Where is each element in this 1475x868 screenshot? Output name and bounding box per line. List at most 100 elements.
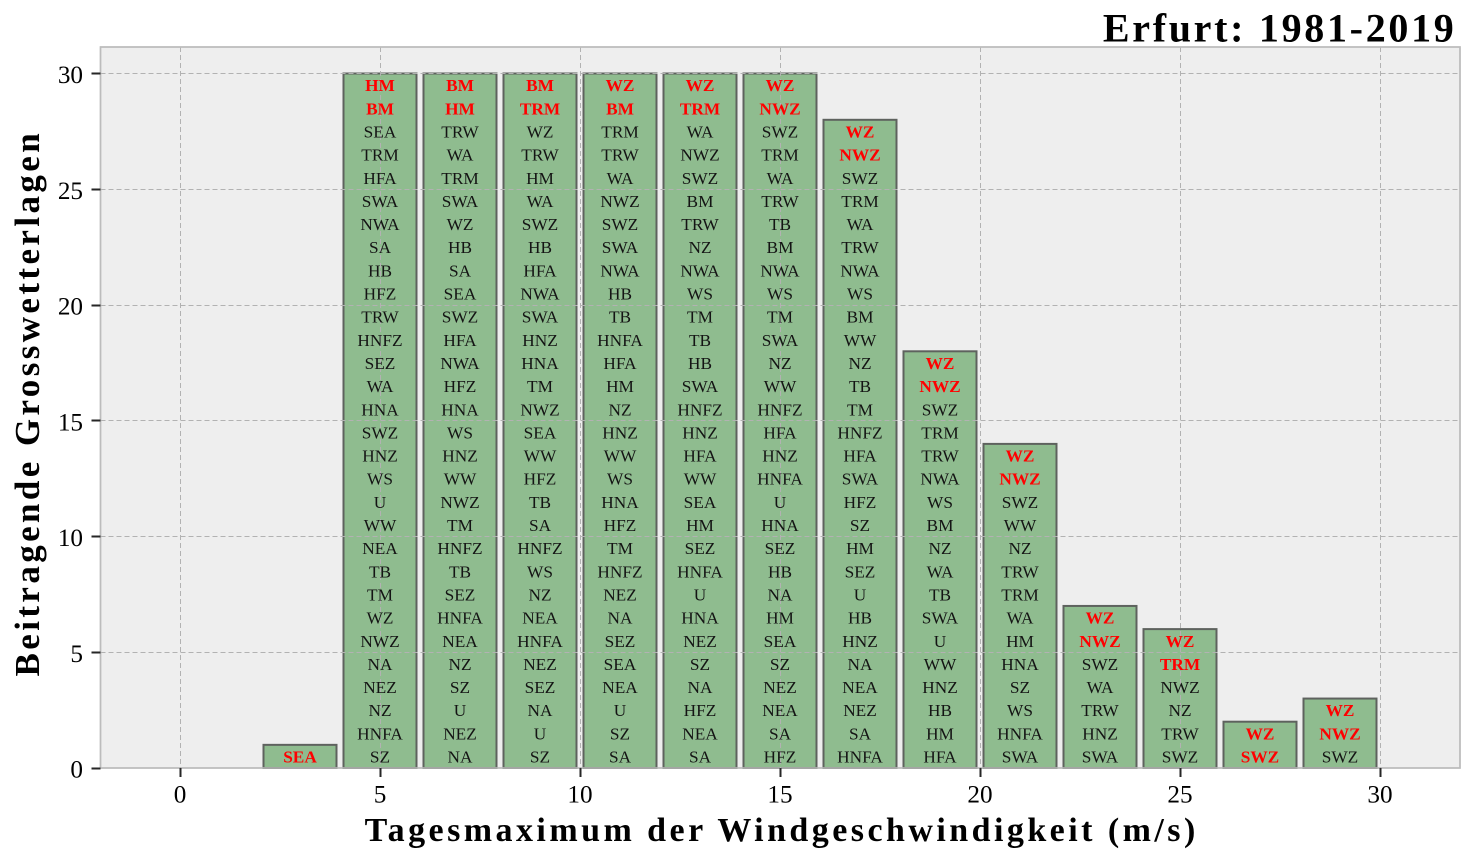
svg-text:WS: WS: [687, 285, 713, 304]
svg-text:HM: HM: [526, 169, 554, 188]
svg-text:TM: TM: [447, 516, 473, 535]
svg-text:NZ: NZ: [1168, 701, 1191, 720]
svg-text:HFA: HFA: [363, 169, 397, 188]
svg-text:HB: HB: [928, 701, 952, 720]
svg-text:NWA: NWA: [680, 261, 720, 280]
svg-text:TRW: TRW: [441, 122, 479, 141]
svg-text:NEZ: NEZ: [603, 585, 637, 604]
svg-text:HNFZ: HNFZ: [437, 539, 482, 558]
svg-text:SEZ: SEZ: [445, 585, 476, 604]
svg-text:SWZ: SWZ: [762, 122, 798, 141]
svg-text:SZ: SZ: [690, 655, 710, 674]
svg-text:NWZ: NWZ: [360, 632, 399, 651]
svg-text:NZ: NZ: [848, 354, 871, 373]
svg-text:SWZ: SWZ: [1241, 748, 1279, 767]
svg-text:SWZ: SWZ: [442, 308, 478, 327]
svg-text:HFZ: HFZ: [684, 701, 717, 720]
svg-text:TB: TB: [689, 331, 711, 350]
svg-text:SWZ: SWZ: [1002, 493, 1038, 512]
svg-text:10: 10: [567, 782, 592, 809]
svg-text:HB: HB: [768, 562, 792, 581]
svg-text:WZ: WZ: [606, 76, 635, 95]
svg-text:HNFA: HNFA: [517, 632, 563, 651]
svg-text:SEZ: SEZ: [685, 539, 716, 558]
svg-text:NZ: NZ: [448, 655, 471, 674]
svg-text:BM: BM: [446, 76, 474, 95]
svg-text:SA: SA: [529, 516, 552, 535]
svg-text:WS: WS: [927, 493, 953, 512]
svg-text:NWA: NWA: [440, 354, 480, 373]
svg-text:HFA: HFA: [843, 447, 877, 466]
svg-text:SEA: SEA: [684, 493, 717, 512]
svg-text:HB: HB: [448, 238, 472, 257]
svg-text:HFZ: HFZ: [844, 493, 877, 512]
svg-text:WZ: WZ: [1326, 701, 1355, 720]
svg-text:NWA: NWA: [520, 285, 560, 304]
svg-text:WA: WA: [1007, 609, 1034, 628]
svg-text:WZ: WZ: [447, 215, 474, 234]
svg-text:SEA: SEA: [444, 285, 477, 304]
svg-text:WA: WA: [447, 146, 474, 165]
svg-text:HM: HM: [686, 516, 714, 535]
svg-text:WZ: WZ: [926, 354, 955, 373]
svg-text:SZ: SZ: [1010, 678, 1030, 697]
svg-text:TRM: TRM: [841, 192, 878, 211]
svg-text:WA: WA: [527, 192, 554, 211]
svg-text:WA: WA: [607, 169, 634, 188]
svg-text:WZ: WZ: [367, 609, 394, 628]
svg-text:HM: HM: [766, 609, 794, 628]
svg-text:HNZ: HNZ: [602, 423, 638, 442]
svg-text:HNZ: HNZ: [842, 632, 878, 651]
svg-text:WS: WS: [447, 423, 473, 442]
svg-text:NWA: NWA: [360, 215, 400, 234]
svg-text:TM: TM: [527, 377, 553, 396]
svg-text:TRM: TRM: [761, 146, 798, 165]
svg-text:NEA: NEA: [522, 609, 558, 628]
svg-text:TRM: TRM: [441, 169, 478, 188]
svg-text:TRW: TRW: [1081, 701, 1119, 720]
svg-text:NZ: NZ: [688, 238, 711, 257]
svg-text:SWA: SWA: [522, 308, 559, 327]
svg-text:TRW: TRW: [361, 308, 399, 327]
svg-text:HNFZ: HNFZ: [597, 562, 642, 581]
svg-text:SWA: SWA: [762, 331, 799, 350]
svg-text:HM: HM: [365, 76, 395, 95]
svg-text:NWZ: NWZ: [839, 146, 880, 165]
svg-text:HNFZ: HNFZ: [837, 423, 882, 442]
svg-text:HNZ: HNZ: [442, 447, 478, 466]
svg-text:HFZ: HFZ: [764, 748, 797, 767]
svg-text:Tagesmaximum der Windgeschwind: Tagesmaximum der Windgeschwindigkeit (m/…: [365, 812, 1199, 849]
svg-text:NZ: NZ: [528, 585, 551, 604]
svg-text:HNZ: HNZ: [682, 423, 718, 442]
svg-text:NEZ: NEZ: [683, 632, 717, 651]
svg-text:TB: TB: [849, 377, 871, 396]
svg-text:TB: TB: [529, 493, 551, 512]
svg-text:U: U: [854, 585, 867, 604]
svg-text:TRM: TRM: [601, 122, 638, 141]
svg-text:SA: SA: [609, 748, 632, 767]
svg-text:HNFA: HNFA: [597, 331, 643, 350]
svg-text:SA: SA: [689, 748, 712, 767]
svg-text:SEA: SEA: [524, 423, 557, 442]
svg-text:SWZ: SWZ: [1082, 655, 1118, 674]
svg-text:TRW: TRW: [681, 215, 719, 234]
svg-text:WW: WW: [1004, 516, 1037, 535]
svg-text:HM: HM: [926, 724, 954, 743]
svg-text:TRM: TRM: [921, 423, 958, 442]
svg-text:HFA: HFA: [443, 331, 477, 350]
svg-text:TRW: TRW: [761, 192, 799, 211]
svg-text:5: 5: [70, 641, 83, 668]
svg-text:HNZ: HNZ: [362, 447, 398, 466]
svg-text:SEA: SEA: [283, 748, 317, 767]
svg-text:BM: BM: [687, 192, 714, 211]
svg-text:25: 25: [1167, 782, 1192, 809]
svg-text:U: U: [374, 493, 387, 512]
svg-text:SWA: SWA: [442, 192, 479, 211]
svg-text:NWZ: NWZ: [919, 377, 960, 396]
svg-text:HM: HM: [606, 377, 634, 396]
svg-text:TRW: TRW: [521, 146, 559, 165]
svg-text:Erfurt: 1981-2019: Erfurt: 1981-2019: [1103, 6, 1457, 51]
svg-text:WZ: WZ: [1006, 447, 1035, 466]
svg-text:WZ: WZ: [1166, 632, 1195, 651]
svg-text:U: U: [774, 493, 787, 512]
